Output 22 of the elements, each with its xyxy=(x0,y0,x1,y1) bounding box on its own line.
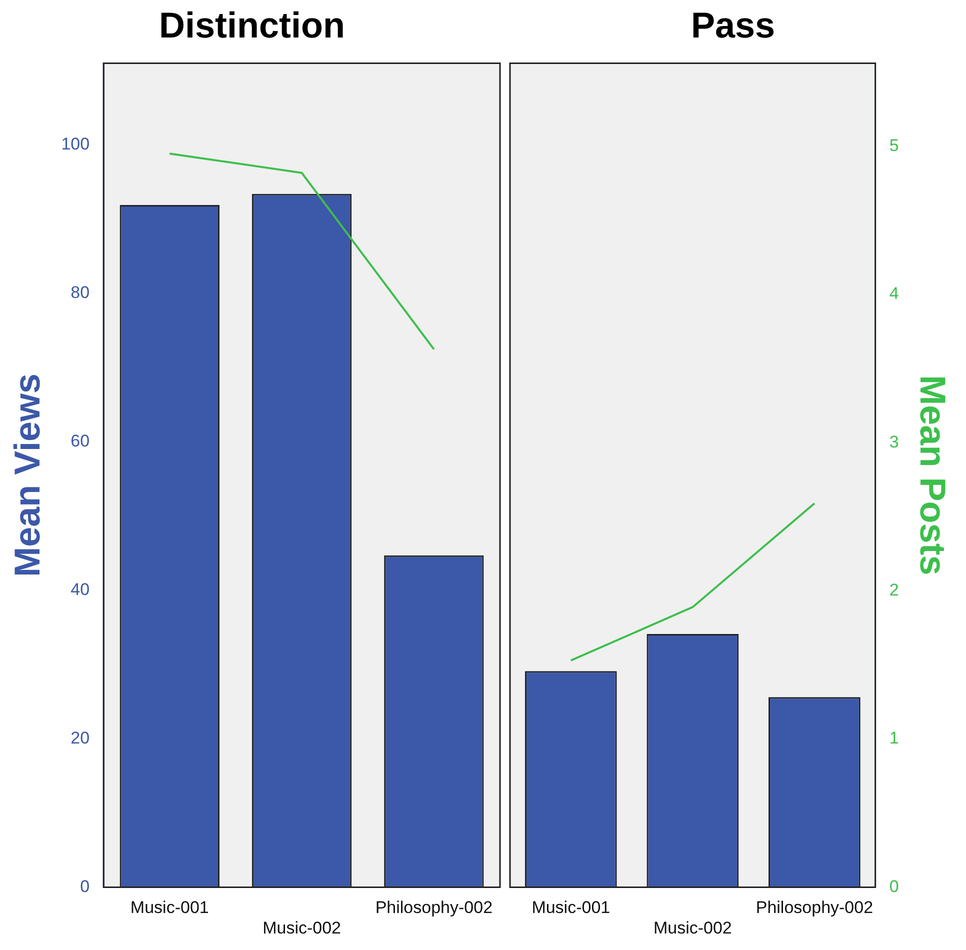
chart-title: Distinction xyxy=(159,4,345,46)
y2-tick-label: 2 xyxy=(889,580,899,600)
x-tick-label: Music-001 xyxy=(130,898,209,918)
y-tick-label: 40 xyxy=(70,580,90,599)
y-tick-label: 100 xyxy=(61,134,90,154)
y-tick-label: 80 xyxy=(70,283,90,302)
chart-title: Pass xyxy=(690,4,776,46)
x-tick-label: Philosophy-002 xyxy=(756,898,874,918)
y2-tick-label: 1 xyxy=(889,728,899,748)
y-tick-label: 0 xyxy=(80,876,90,896)
y2-tick-label: 5 xyxy=(889,136,899,155)
x-tick-label: Music-001 xyxy=(532,898,610,918)
y-tick-label: 60 xyxy=(70,431,90,450)
x-tick-label: Music-002 xyxy=(653,918,732,938)
x-tick-label: Music-002 xyxy=(262,918,341,938)
y2-tick-label: 4 xyxy=(889,284,899,304)
y-tick-label: 20 xyxy=(70,728,90,748)
y2-tick-label: 0 xyxy=(889,876,899,896)
y2-tick-label: 3 xyxy=(889,432,899,452)
y-axis-title: Mean Views xyxy=(6,373,48,577)
x-tick-label: Philosophy-002 xyxy=(375,898,493,918)
y2-axis-title: Mean Posts xyxy=(912,375,954,576)
